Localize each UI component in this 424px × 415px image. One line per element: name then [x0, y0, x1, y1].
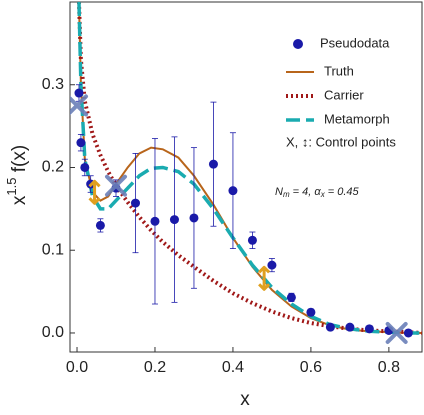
data-point	[130, 198, 140, 208]
data-point	[267, 260, 277, 270]
data-point	[247, 235, 257, 245]
legend-marker	[293, 39, 303, 49]
legend-label: Carrier	[324, 87, 364, 102]
y-tick-label: 0.3	[42, 76, 64, 93]
data-point	[286, 292, 296, 302]
y-tick-label: 0.2	[42, 159, 64, 176]
data-point	[345, 322, 355, 332]
annotation: Nm = 4, αx = 0.45	[275, 186, 360, 199]
data-point	[95, 220, 105, 230]
data-point	[80, 162, 90, 172]
x-tick-label: 0.8	[378, 359, 400, 376]
legend-label: X, ↕: Control points	[286, 134, 396, 149]
data-point	[364, 324, 374, 334]
legend: Pseudodata Truth Carrier Metamorph X, ↕: Con…	[286, 35, 396, 149]
data-point	[325, 322, 335, 332]
arrow-marker	[258, 265, 271, 291]
data-point	[228, 186, 238, 196]
annotation-part: m	[283, 190, 290, 199]
annotation-part: = 4,	[290, 186, 315, 198]
x-tick-label: 0.4	[222, 359, 244, 376]
y-axis-label: x1.5 f(x)	[4, 145, 30, 205]
data-point	[208, 159, 218, 169]
plot-frame	[69, 1, 423, 353]
curve	[77, 2, 422, 334]
curve	[77, 2, 422, 335]
data-point	[76, 138, 86, 148]
curve	[76, 2, 422, 335]
legend-label: Truth	[324, 63, 354, 78]
data-point	[306, 307, 316, 317]
y-tick-label: 0.0	[42, 324, 64, 341]
x-marker	[385, 321, 408, 344]
y-label-rest: f(x)	[9, 145, 30, 178]
annotation-part: α	[314, 186, 321, 198]
data-point	[74, 88, 84, 98]
annotation-part: = 0.45	[325, 186, 360, 198]
x-tick-label: 0.0	[66, 359, 88, 376]
arrow-marker	[88, 179, 101, 205]
plot-area	[70, 2, 422, 344]
data-point	[403, 328, 413, 338]
x-tick-label: 0.6	[300, 359, 322, 376]
legend-label: Pseudodata	[320, 35, 390, 50]
annotation-part: N	[275, 186, 283, 198]
data-point	[169, 215, 179, 225]
x-marker	[104, 174, 127, 197]
annotation-part: x	[320, 190, 326, 199]
x-marker	[70, 94, 89, 117]
y-label-base: x	[9, 195, 30, 205]
data-point	[150, 216, 160, 226]
y-label-sup: 1.5	[4, 178, 19, 196]
x-axis-label: x	[240, 389, 250, 410]
legend-label: Metamorph	[324, 111, 390, 126]
y-tick-label: 0.1	[42, 241, 64, 258]
data-point	[189, 213, 199, 223]
x-tick-label: 0.2	[144, 359, 166, 376]
